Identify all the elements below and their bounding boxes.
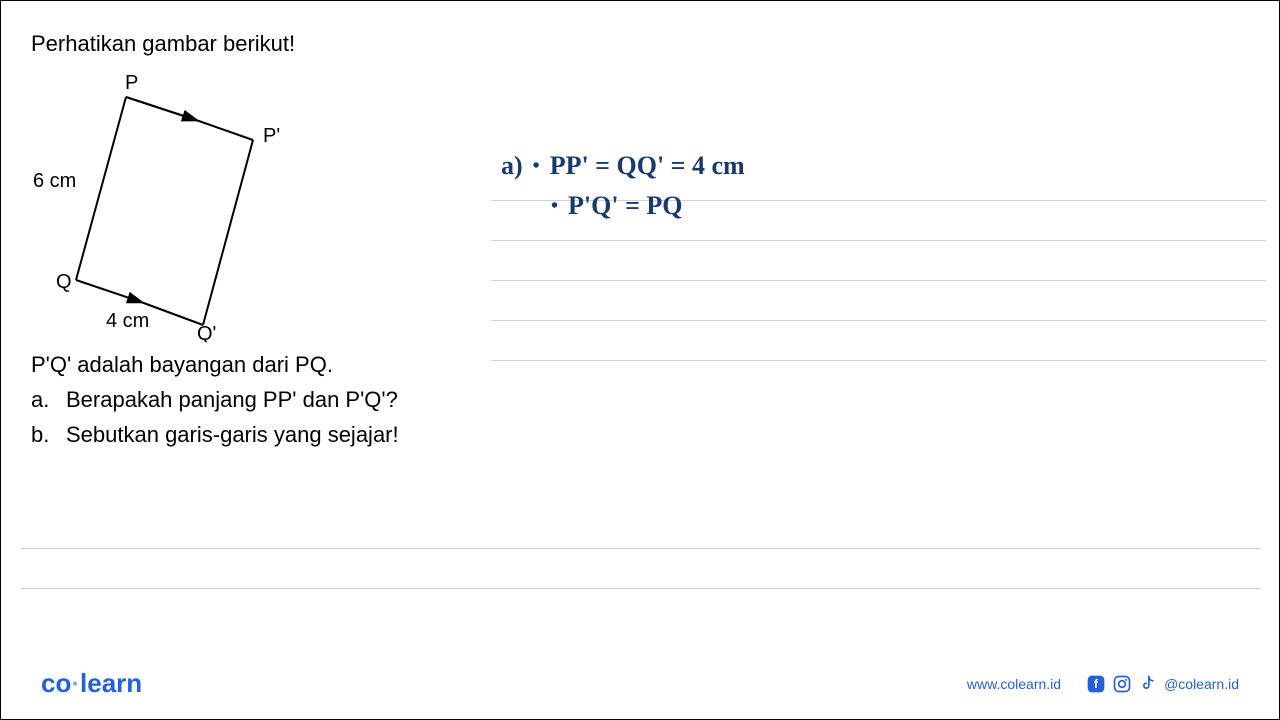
instagram-icon — [1112, 674, 1132, 694]
tiktok-icon — [1138, 674, 1158, 694]
svg-text:P: P — [125, 72, 138, 94]
svg-text:Q': Q' — [197, 323, 216, 342]
question-a-text: Berapakah panjang PP' dan P'Q'? — [66, 382, 398, 417]
footer-right: www.colearn.id f @colearn.id — [967, 674, 1239, 694]
svg-text:f: f — [1094, 678, 1098, 691]
list-item: b. Sebutkan garis-garis yang sejajar! — [31, 417, 1249, 452]
instruction-title: Perhatikan gambar berikut! — [31, 31, 1249, 57]
svg-text:6 cm: 6 cm — [33, 170, 76, 192]
svg-text:4 cm: 4 cm — [106, 310, 149, 332]
svg-text:Q: Q — [56, 271, 72, 293]
bullet-icon: • — [551, 195, 558, 218]
answer-marker: a) — [501, 151, 523, 181]
answer-text-1: PP' = QQ' = 4 cm — [550, 151, 745, 181]
list-item: a. Berapakah panjang PP' dan P'Q'? — [31, 382, 1249, 417]
answer-line-2: • P'Q' = PQ — [546, 191, 745, 221]
logo-part-2: learn — [80, 668, 142, 698]
social-handle: @colearn.id — [1164, 676, 1239, 692]
answer-line-1: a) • PP' = QQ' = 4 cm — [501, 151, 745, 181]
social-links: f @colearn.id — [1086, 674, 1239, 694]
facebook-icon: f — [1086, 674, 1106, 694]
brand-logo: co·learn — [41, 668, 142, 699]
question-b-text: Sebutkan garis-garis yang sejajar! — [66, 417, 399, 452]
logo-dot-icon: · — [71, 668, 80, 698]
logo-part-1: co — [41, 668, 71, 698]
list-marker: a. — [31, 382, 66, 417]
handwritten-answer: a) • PP' = QQ' = 4 cm • P'Q' = PQ — [501, 151, 745, 231]
bottom-ruled-lines — [21, 509, 1261, 589]
svg-text:P': P' — [263, 125, 280, 147]
footer: co·learn www.colearn.id f @colearn.id — [1, 668, 1279, 699]
answer-text-2: P'Q' = PQ — [568, 191, 682, 221]
bullet-icon: • — [533, 155, 540, 178]
question-list: a. Berapakah panjang PP' dan P'Q'? b. Se… — [31, 382, 1249, 452]
list-marker: b. — [31, 417, 66, 452]
question-intro: P'Q' adalah bayangan dari PQ. — [31, 347, 1249, 382]
geometry-diagram: P P' Q Q' 6 cm 4 cm — [31, 72, 291, 342]
website-url: www.colearn.id — [967, 676, 1061, 692]
